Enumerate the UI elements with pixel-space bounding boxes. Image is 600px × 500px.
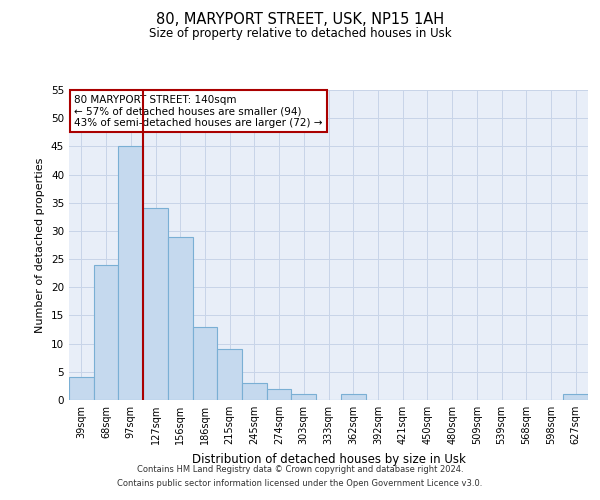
Bar bbox=[242, 383, 267, 400]
Text: Size of property relative to detached houses in Usk: Size of property relative to detached ho… bbox=[149, 28, 451, 40]
Bar bbox=[341, 394, 365, 400]
Text: 80, MARYPORT STREET, USK, NP15 1AH: 80, MARYPORT STREET, USK, NP15 1AH bbox=[156, 12, 444, 28]
Bar bbox=[168, 236, 193, 400]
Bar bbox=[94, 264, 118, 400]
Bar bbox=[217, 350, 242, 400]
Bar bbox=[563, 394, 588, 400]
Bar bbox=[292, 394, 316, 400]
Bar bbox=[193, 326, 217, 400]
Y-axis label: Number of detached properties: Number of detached properties bbox=[35, 158, 46, 332]
X-axis label: Distribution of detached houses by size in Usk: Distribution of detached houses by size … bbox=[191, 452, 466, 466]
Bar bbox=[118, 146, 143, 400]
Text: Contains HM Land Registry data © Crown copyright and database right 2024.
Contai: Contains HM Land Registry data © Crown c… bbox=[118, 466, 482, 487]
Bar bbox=[69, 378, 94, 400]
Bar bbox=[267, 388, 292, 400]
Bar bbox=[143, 208, 168, 400]
Text: 80 MARYPORT STREET: 140sqm
← 57% of detached houses are smaller (94)
43% of semi: 80 MARYPORT STREET: 140sqm ← 57% of deta… bbox=[74, 94, 323, 128]
